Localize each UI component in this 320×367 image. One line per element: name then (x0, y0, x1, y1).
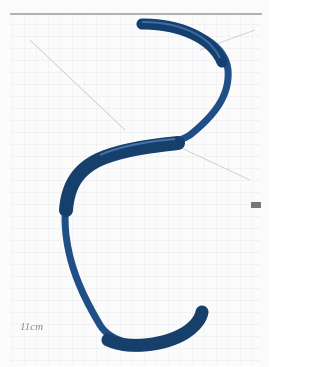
photo: 11cm (0, 0, 269, 367)
annotation: 11cm (20, 321, 43, 333)
page: 11cm (() => { const data = JSON.parse(do… (0, 0, 269, 367)
marker (251, 202, 261, 208)
